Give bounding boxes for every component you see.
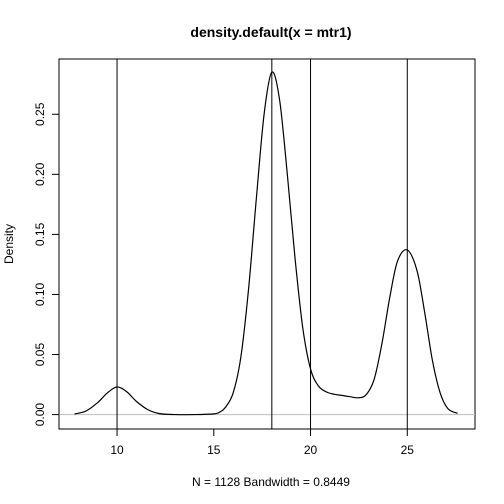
y-tick-label: 0.00 (33, 403, 47, 427)
y-tick-label: 0.05 (33, 343, 47, 367)
x-tick-label: 15 (207, 443, 221, 457)
y-tick-label: 0.10 (33, 282, 47, 306)
density-curve (74, 71, 458, 416)
y-axis-label: Density (2, 224, 16, 264)
x-axis: 10 15 20 25 (110, 428, 415, 457)
y-axis: 0.00 0.05 0.10 0.15 0.20 0.25 (33, 102, 60, 427)
x-axis-label: N = 1128 Bandwidth = 0.8449 (192, 475, 350, 489)
y-tick-label: 0.15 (33, 222, 47, 246)
curve-layer (74, 71, 458, 416)
plot-frame (58, 58, 476, 430)
chart-title: density.default(x = mtr1) (190, 24, 351, 40)
y-tick-label: 0.25 (33, 102, 47, 126)
vertical-lines-layer (116, 59, 408, 429)
x-tick-label: 10 (110, 443, 124, 457)
x-tick-label: 20 (304, 443, 318, 457)
x-tick-label: 25 (401, 443, 415, 457)
y-tick-label: 0.20 (33, 162, 47, 186)
